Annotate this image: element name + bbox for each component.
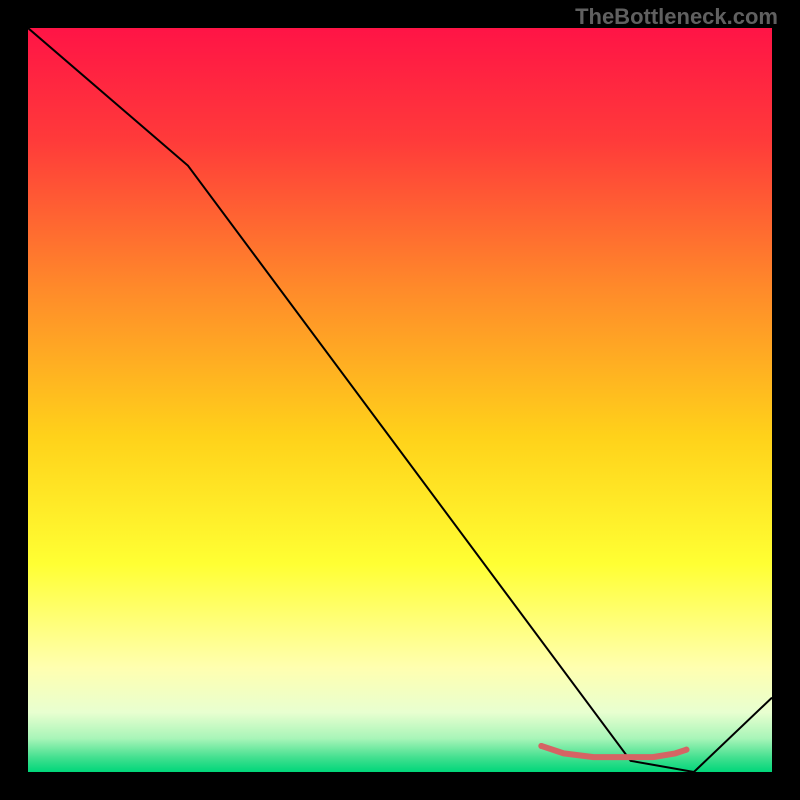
chart-svg — [28, 28, 772, 772]
marker-dot — [538, 743, 544, 749]
chart-plot-area — [28, 28, 772, 772]
chart-background — [28, 28, 772, 772]
marker-dot — [683, 747, 689, 753]
attribution-text: TheBottleneck.com — [575, 4, 778, 30]
